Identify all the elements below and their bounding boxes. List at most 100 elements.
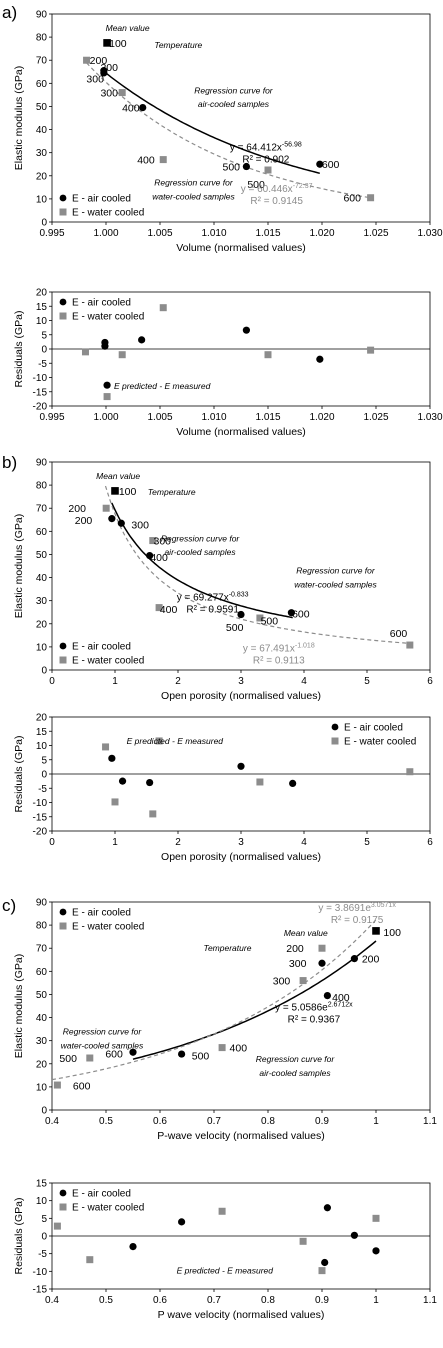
water-cooled-point — [103, 393, 111, 401]
water-cooled-point — [367, 346, 375, 354]
temperature-label: 300 — [100, 88, 118, 100]
legend-marker-air — [59, 194, 67, 202]
plot-frame — [51, 13, 431, 223]
temperature-label: 200 — [90, 55, 108, 67]
temperature-label: 300 — [153, 536, 171, 548]
y-tick-label: -15 — [33, 387, 48, 398]
x-tick-label: 0.995 — [39, 228, 64, 239]
r-squared-label: R² = 0.9145 — [250, 196, 303, 207]
temperature-label: 500 — [261, 615, 279, 627]
water-cooled-point — [218, 1044, 226, 1052]
y-tick-label: -15 — [33, 1285, 48, 1296]
y-axis-title: Residuals (GPa) — [13, 1197, 25, 1274]
air-cooled-point — [350, 955, 358, 963]
regression-curve-water — [51, 919, 377, 1081]
x-axis-title: Volume (normalised values) — [176, 242, 306, 254]
temperature-label: 400 — [122, 103, 140, 115]
y-tick-label: 70 — [36, 56, 48, 67]
x-tick-label: 0.9 — [315, 1295, 329, 1306]
air-cooled-point — [146, 778, 154, 787]
air-cooled-point — [101, 342, 109, 350]
water-cooled-point — [118, 89, 126, 97]
x-tick-label: 2 — [175, 676, 181, 687]
y-tick-label: -20 — [33, 402, 48, 413]
x-tick-label: 1.005 — [147, 228, 172, 239]
y-tick-label: 15 — [36, 302, 48, 313]
air-cooled-point — [146, 552, 154, 560]
air-cooled-point — [103, 381, 111, 389]
x-tick-label: 1.025 — [363, 412, 388, 423]
x-tick-label: 0.6 — [153, 1116, 167, 1127]
x-tick-label: 1.000 — [93, 412, 118, 423]
y-tick-label: 10 — [36, 316, 48, 327]
x-axis-title: Open porosity (normalised values) — [161, 851, 321, 863]
y-tick-label: 0 — [41, 345, 47, 356]
legend-marker-water — [59, 656, 67, 664]
regression-curve-air — [132, 940, 377, 1060]
air-cooled-point — [372, 1247, 380, 1255]
r-squared-label: R² = 0.9367 — [288, 1015, 341, 1026]
x-axis-title: Open porosity (normalised values) — [161, 690, 321, 702]
temperature-label: 200 — [100, 62, 118, 74]
x-tick-label: 0.4 — [45, 1295, 59, 1306]
air-cooled-point — [316, 160, 324, 168]
x-tick-label: 0.995 — [39, 412, 64, 423]
water-cooled-point — [86, 1256, 94, 1264]
y-tick-label: 20 — [36, 288, 48, 299]
chart-panel-4: 0 1 2 3 4 5 6 -20 -15 -10 -5 0 5 10 15 20 Open porosity … — [13, 713, 433, 864]
panel-label: a) — [2, 3, 17, 22]
x-tick-label: 2 — [175, 837, 181, 848]
air-cooled-point — [316, 355, 324, 363]
legend-label: E - water cooled — [344, 737, 416, 748]
water-cooled-point — [372, 1214, 380, 1222]
legend-label: E - water cooled — [72, 1203, 144, 1214]
y-tick-label: -15 — [33, 812, 48, 823]
air-cooled-point — [237, 762, 245, 770]
annotation-text: Regression curve for — [256, 1054, 336, 1064]
water-cooled-point — [53, 1081, 61, 1089]
annotation-text: Temperature — [154, 40, 202, 50]
legend-marker-air — [59, 642, 67, 650]
y-tick-label: -10 — [33, 798, 48, 809]
y-tick-label: 20 — [36, 619, 48, 630]
legend-label: E - water cooled — [72, 656, 144, 667]
annotation-text: Regression curve for — [161, 533, 241, 543]
legend-marker-water — [331, 737, 339, 745]
chart-panel-5: c) 0.4 0.5 0.6 0.7 0.8 0.9 1 1.1 0 10 20 30 40 50 60 70 8… — [2, 896, 437, 1142]
legend-label: E - air cooled — [72, 298, 131, 309]
annotation-text: water-cooled samples — [294, 579, 377, 589]
x-tick-label: 3 — [238, 676, 244, 687]
y-tick-label: -5 — [38, 1249, 47, 1260]
temperature-label: 300 — [131, 519, 149, 531]
annotation-text: water-cooled samples — [152, 192, 235, 202]
water-cooled-point — [155, 737, 163, 745]
water-cooled-point — [264, 351, 272, 359]
legend-label: E - air cooled — [72, 642, 131, 653]
y-tick-label: 10 — [36, 194, 48, 205]
air-cooled-point — [139, 104, 147, 112]
y-tick-label: -10 — [33, 373, 48, 384]
y-tick-label: 0 — [41, 218, 47, 229]
air-cooled-point — [108, 515, 116, 523]
legend-marker-air — [59, 298, 67, 306]
y-tick-label: 60 — [36, 79, 48, 90]
y-tick-label: 0 — [41, 666, 47, 677]
y-axis-title: Residuals (GPa) — [13, 310, 25, 387]
annotation-text: Mean value — [284, 928, 328, 938]
water-cooled-point — [318, 944, 326, 952]
y-tick-label: 30 — [36, 596, 48, 607]
air-cooled-point — [129, 1243, 137, 1251]
annotation-text: Regression curve for — [296, 566, 376, 576]
y-tick-label: 10 — [36, 1196, 48, 1207]
air-cooled-point — [138, 336, 146, 344]
y-tick-label: 30 — [36, 148, 48, 159]
air-cooled-point — [289, 779, 297, 788]
y-axis-title: Elastic modulus (GPa) — [13, 514, 25, 618]
air-cooled-point — [237, 610, 245, 619]
x-tick-label: 0.5 — [99, 1116, 113, 1127]
x-tick-label: 1.1 — [423, 1295, 437, 1306]
x-axis-title: P-wave velocity (normalised values) — [157, 1130, 324, 1142]
y-tick-label: 60 — [36, 527, 48, 538]
x-tick-label: 1 — [373, 1295, 379, 1306]
y-tick-label: 15 — [36, 727, 48, 738]
